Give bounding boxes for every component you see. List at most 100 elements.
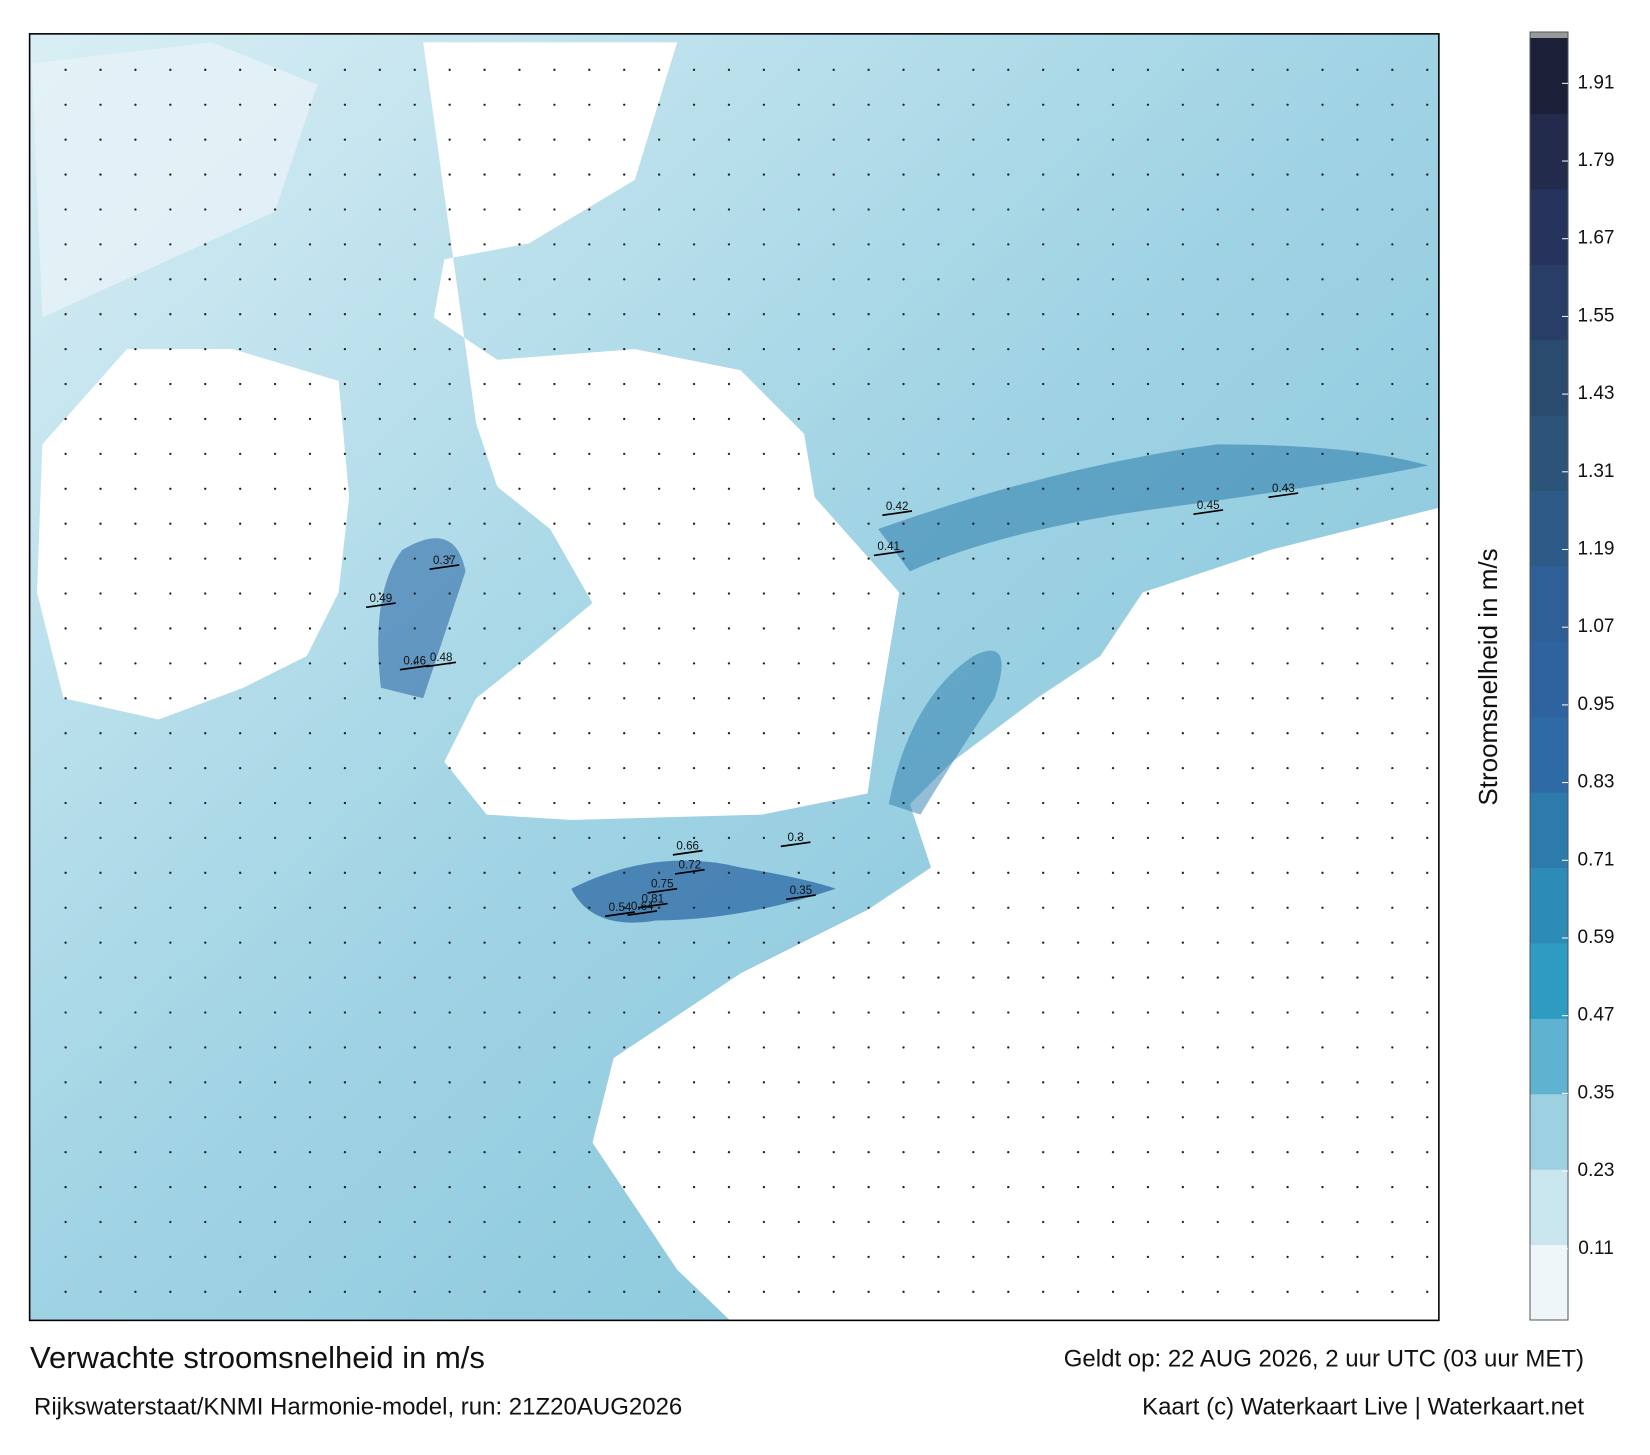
- grid-dot: [1321, 662, 1324, 665]
- grid-dot: [1111, 278, 1115, 281]
- grid-dot: [1216, 382, 1219, 386]
- grid-dot: [413, 557, 416, 560]
- grid-dot: [588, 732, 591, 735]
- grid-dot: [1146, 906, 1150, 909]
- grid-dot: [1111, 1081, 1115, 1084]
- grid-dot: [1076, 766, 1080, 770]
- grid-dot: [1042, 1290, 1045, 1293]
- grid-dot: [623, 766, 626, 770]
- grid-dot: [483, 208, 486, 211]
- grid-dot: [448, 278, 451, 281]
- grid-dot: [1042, 173, 1045, 176]
- grid-dot: [832, 1150, 835, 1154]
- grid-dot: [902, 1220, 905, 1224]
- grid-dot: [762, 1290, 766, 1293]
- grid-dot: [553, 522, 556, 525]
- grid-dot: [727, 173, 731, 176]
- grid-dot: [692, 906, 696, 909]
- grid-dot: [1286, 1290, 1289, 1293]
- grid-dot: [588, 627, 591, 630]
- grid-dot: [134, 68, 137, 71]
- grid-dot: [762, 1255, 766, 1259]
- grid-dot: [343, 592, 347, 595]
- grid-dot: [64, 103, 67, 106]
- grid-dot: [1286, 836, 1289, 840]
- grid-dot: [169, 1185, 172, 1189]
- grid-dot: [1181, 347, 1185, 351]
- grid-dot: [553, 732, 556, 735]
- grid-dot: [134, 1046, 137, 1049]
- grid-dot: [239, 208, 242, 211]
- grid-dot: [413, 417, 416, 421]
- grid-dot: [518, 906, 521, 909]
- grid-dot: [1181, 487, 1185, 490]
- grid-dot: [1251, 662, 1254, 665]
- grid-dot: [1007, 1290, 1010, 1293]
- grid-dot: [1356, 1081, 1359, 1084]
- grid-dot: [134, 243, 137, 246]
- grid-dot: [867, 382, 870, 386]
- map-labels: 0.810.750.640.540.660.720.30.480.460.410…: [365, 482, 1299, 918]
- grid-dot: [588, 662, 591, 665]
- grid-dot: [1042, 697, 1045, 700]
- colorbar-band: [1530, 641, 1568, 718]
- grid-dot: [657, 103, 661, 106]
- channel: [878, 444, 1429, 572]
- colorbar-tick-label: 1.79: [1578, 150, 1615, 171]
- grid-dot: [308, 487, 312, 490]
- grid-dot: [1251, 417, 1254, 421]
- grid-dot: [797, 278, 800, 281]
- grid-dot: [1426, 1081, 1429, 1084]
- grid-dot: [1216, 1046, 1219, 1049]
- grid-dot: [1216, 1150, 1219, 1154]
- grid-dot: [204, 382, 207, 386]
- grid-dot: [588, 347, 591, 351]
- grid-dot: [902, 662, 905, 665]
- grid-dot: [99, 278, 102, 281]
- grid-dot: [797, 452, 800, 456]
- colorbar-tick-label: 0.11: [1578, 1238, 1614, 1259]
- grid-dot: [239, 871, 242, 875]
- grid-dot: [1251, 1150, 1254, 1154]
- grid-dot: [1146, 732, 1150, 735]
- grid-dot: [937, 906, 940, 909]
- grid-dot: [553, 871, 556, 875]
- grid-dot: [413, 976, 416, 979]
- grid-dot: [588, 941, 591, 944]
- grid-dot: [1216, 976, 1219, 979]
- grid-dot: [448, 1081, 451, 1084]
- grid-dot: [1356, 801, 1359, 805]
- colorbar-band: [1530, 792, 1568, 869]
- grid-dot: [1286, 1220, 1289, 1224]
- grid-dot: [1391, 1046, 1394, 1049]
- grid-dot: [343, 1220, 347, 1224]
- grid-dot: [169, 1220, 172, 1224]
- grid-dot: [797, 941, 800, 944]
- grid-dot: [832, 173, 835, 176]
- grid-dot: [273, 627, 277, 630]
- grid-dot: [239, 1150, 242, 1154]
- grid-dot: [64, 836, 67, 840]
- speed-label: 0.64: [631, 900, 654, 913]
- grid-dot: [623, 1116, 626, 1119]
- grid-dot: [343, 68, 347, 71]
- grid-dot: [448, 382, 451, 386]
- grid-dot: [867, 1255, 870, 1259]
- grid-dot: [762, 1046, 766, 1049]
- grid-dot: [1391, 103, 1394, 106]
- grid-dot: [1007, 1150, 1010, 1154]
- grid-dot: [657, 976, 661, 979]
- grid-dot: [413, 871, 416, 875]
- grid-dot: [1146, 243, 1150, 246]
- speed-label: 0.46: [403, 654, 426, 667]
- grid-dot: [483, 1290, 486, 1293]
- grid-dot: [99, 1185, 102, 1189]
- grid-dot: [1076, 382, 1080, 386]
- grid-dot: [413, 941, 416, 944]
- grid-dot: [343, 452, 347, 456]
- grid-dot: [1391, 1150, 1394, 1154]
- grid-dot: [1076, 627, 1080, 630]
- grid-dot: [623, 1046, 626, 1049]
- grid-dot: [692, 313, 696, 316]
- grid-dot: [832, 522, 835, 525]
